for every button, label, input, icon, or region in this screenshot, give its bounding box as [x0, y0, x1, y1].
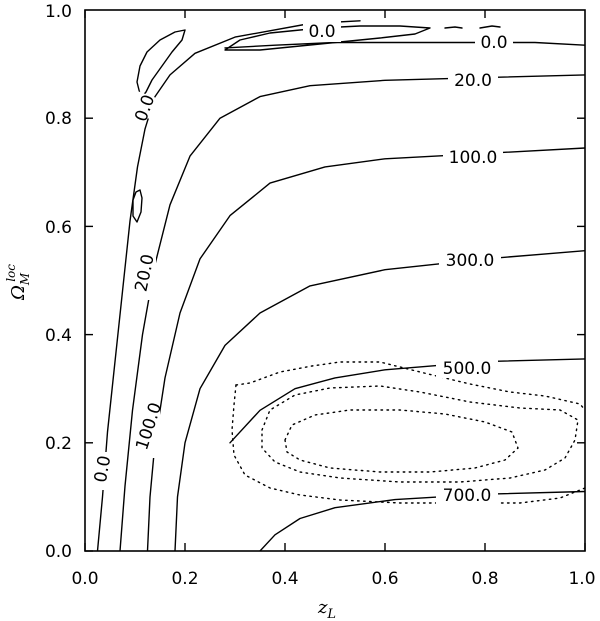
y-tick-label: 0.6 [45, 218, 72, 238]
contour-label-0-right: 0.0 [480, 33, 507, 53]
x-tick-label: 0.6 [371, 569, 398, 589]
y-tick-label: 0.8 [45, 109, 72, 129]
x-tick-label: 0.2 [171, 569, 198, 589]
contour-island [224, 25, 431, 51]
x-tick-label: 1.0 [568, 569, 595, 589]
contour-line-6 [259, 490, 585, 551]
contour-islands [132, 25, 501, 223]
x-axis-title: zL [317, 597, 336, 621]
contour-label-20-top: 20.0 [454, 71, 492, 91]
contour-label-100-left: 100.0 [132, 400, 166, 452]
contour-label-700: 700.0 [443, 486, 492, 506]
y-tick-label: 0.0 [45, 542, 72, 562]
y-axis-title: ΩMloc [4, 264, 32, 301]
x-tick-label: 0.0 [71, 569, 98, 589]
dotted-contours [231, 361, 585, 504]
plot-frame [84, 9, 586, 552]
contour-line-2 [119, 74, 585, 551]
contour-island [479, 25, 501, 29]
dotted-contour-mid [261, 385, 579, 483]
dotted-contour-inner [284, 409, 519, 473]
contour-line-1 [224, 41, 585, 49]
contour-label-500: 500.0 [443, 359, 492, 379]
contour-label-100-right: 100.0 [449, 148, 498, 168]
y-axis: 0.0 0.2 0.4 0.6 0.8 1.0 ΩMloc [4, 2, 585, 562]
contour-line-4 [174, 250, 585, 551]
x-axis: 0.0 0.2 0.4 0.6 0.8 1.0 zL [71, 10, 596, 621]
contour-line-0 [96, 20, 361, 551]
dotted-contour-outer-left [231, 384, 585, 504]
contour-island [132, 189, 143, 223]
x-tick-label: 0.4 [271, 569, 298, 589]
contour-island [136, 29, 186, 99]
x-tick-label: 0.8 [471, 569, 498, 589]
contour-island [444, 26, 463, 29]
dotted-contour-outer [235, 361, 585, 411]
y-tick-label: 0.4 [45, 326, 72, 346]
contour-label-0-left-lower: 0.0 [91, 454, 115, 484]
y-tick-label: 0.2 [45, 434, 72, 454]
contour-labels: 0.0 0.0 20.0 100.0 300.0 500.0 700.0 0.0… [91, 20, 513, 506]
contour-label-300: 300.0 [446, 251, 495, 271]
contour-lines [96, 20, 585, 551]
y-tick-label: 1.0 [45, 2, 72, 22]
contour-label-0-top: 0.0 [308, 22, 335, 42]
contour-line-3 [146, 147, 585, 551]
